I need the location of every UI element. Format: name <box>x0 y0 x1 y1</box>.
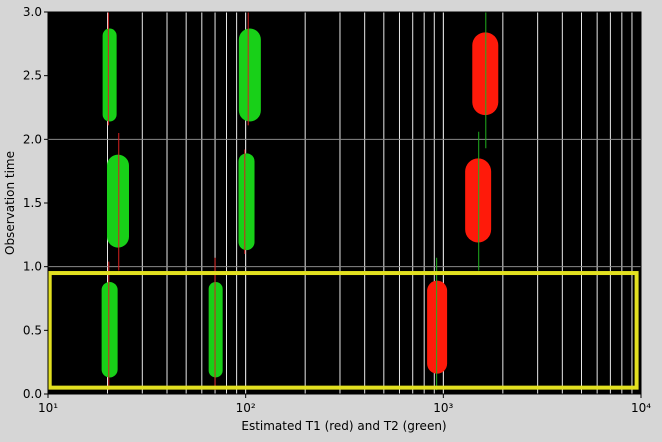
y-tick-label: 2.0 <box>23 132 42 146</box>
capsule <box>238 28 261 122</box>
capsule <box>465 158 492 243</box>
y-tick-label: 0.5 <box>23 323 42 337</box>
plot-frame <box>47 11 642 395</box>
y-tick-label: 1.5 <box>23 196 42 210</box>
x-tick-label: 10⁴ <box>631 401 651 415</box>
y-axis-label: Observation time <box>3 151 17 255</box>
capsule <box>106 154 129 248</box>
capsule <box>472 32 499 116</box>
y-tick-label: 2.5 <box>23 69 42 83</box>
x-tick-label: 10² <box>236 401 256 415</box>
x-tick-label: 10¹ <box>38 401 58 415</box>
plot-area <box>48 12 641 394</box>
y-tick-label: 3.0 <box>23 5 42 19</box>
y-tick-label: 0.0 <box>23 387 42 401</box>
marks <box>47 12 639 391</box>
selection-box <box>47 271 639 390</box>
capsule <box>102 28 117 122</box>
capsule <box>238 153 255 251</box>
x-axis-label: Estimated T1 (red) and T2 (green) <box>241 419 446 433</box>
axes: 10¹ 10² 10³ 10⁴ 0.0 0.5 1.0 1.5 2.0 2.5 3.0 <box>23 5 651 415</box>
capsule <box>101 281 118 378</box>
y-tick-label: 1.0 <box>23 260 42 274</box>
capsule <box>208 281 223 378</box>
x-tick-label: 10³ <box>433 401 453 415</box>
